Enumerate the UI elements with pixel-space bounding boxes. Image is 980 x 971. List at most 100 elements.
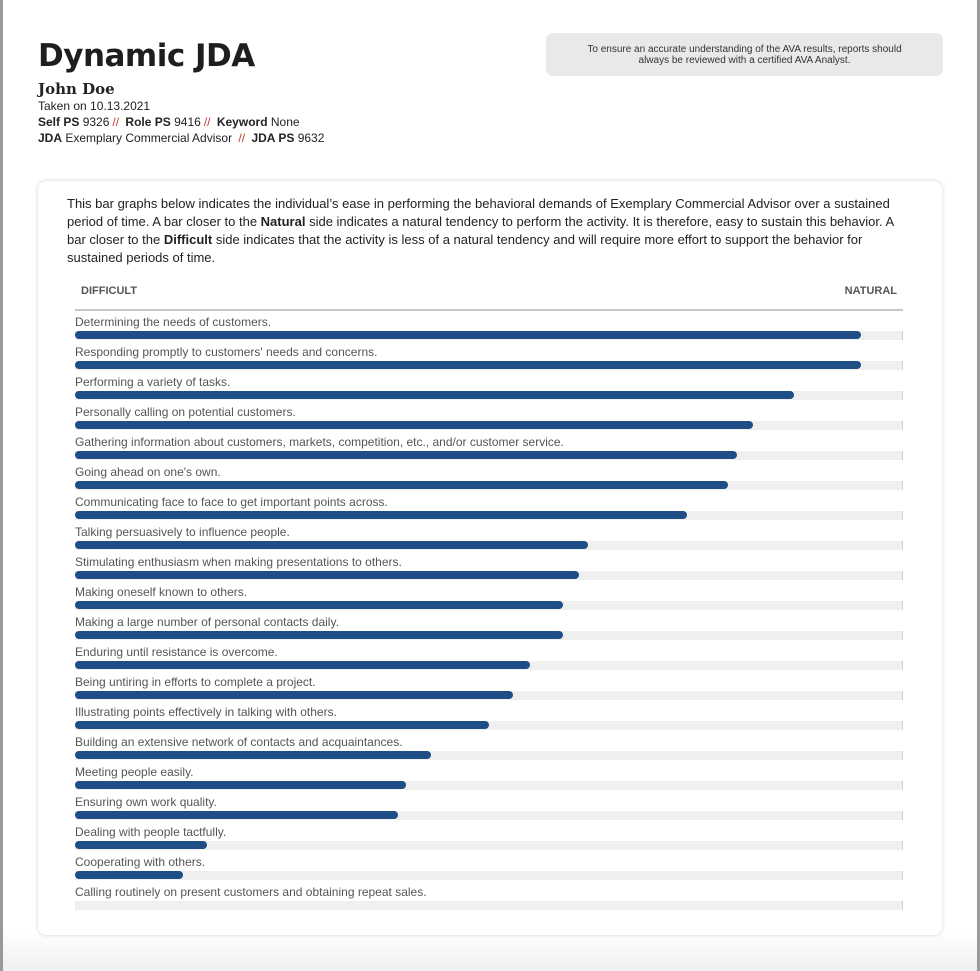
intro-text: This bar graphs below indicates the indi… — [67, 196, 890, 229]
intro-paragraph: This bar graphs below indicates the indi… — [67, 195, 912, 267]
bar-track — [75, 571, 903, 580]
chart-row: Making a large number of personal contac… — [75, 615, 903, 645]
bar-fill — [75, 481, 729, 489]
bar-fill — [75, 781, 406, 789]
chart-row: Enduring until resistance is overcome. — [75, 645, 903, 675]
bar-fill — [75, 811, 398, 819]
row-label: Being untiring in efforts to complete a … — [75, 675, 316, 689]
taken-on-date: Taken on 10.13.2021 — [38, 99, 151, 113]
bar-track — [75, 511, 903, 520]
bar-fill — [75, 841, 208, 849]
analyst-notice: To ensure an accurate understanding of t… — [546, 33, 943, 76]
bar-fill — [75, 751, 431, 759]
row-label: Gathering information about customers, m… — [75, 435, 564, 449]
bar-track — [75, 901, 903, 910]
bar-track — [75, 421, 903, 430]
chart-row: Ensuring own work quality. — [75, 795, 903, 825]
bar-track — [75, 691, 903, 700]
chart-row: Communicating face to face to get import… — [75, 495, 903, 525]
jda-ps-label: JDA PS — [251, 131, 295, 145]
bar-track — [75, 601, 903, 610]
bar-track — [75, 481, 903, 490]
role-ps-label: Role PS — [125, 115, 171, 129]
row-label: Enduring until resistance is overcome. — [75, 645, 278, 659]
separator: // — [112, 115, 120, 129]
bar-fill — [75, 631, 563, 639]
chart-row: Talking persuasively to influence people… — [75, 525, 903, 555]
bar-track — [75, 451, 903, 460]
notice-line-1: To ensure an accurate understanding of t… — [587, 44, 902, 55]
row-label: Dealing with people tactfully. — [75, 825, 227, 839]
row-label: Talking persuasively to influence people… — [75, 525, 290, 539]
bar-fill — [75, 601, 563, 609]
bar-chart: Determining the needs of customers. Respo… — [75, 315, 903, 915]
chart-row: Responding promptly to customers' needs … — [75, 345, 903, 375]
row-label: Performing a variety of tasks. — [75, 375, 231, 389]
row-label: Responding promptly to customers' needs … — [75, 345, 378, 359]
jda-label: JDA — [38, 131, 63, 145]
bar-track — [75, 781, 903, 790]
chart-row: Going ahead on one's own. — [75, 465, 903, 495]
jda-line: JDA Exemplary Commercial Advisor // JDA … — [38, 130, 324, 146]
row-label: Illustrating points effectively in talki… — [75, 705, 337, 719]
chart-row: Dealing with people tactfully. — [75, 825, 903, 855]
row-label: Making oneself known to others. — [75, 585, 248, 599]
chart-row: Building an extensive network of contact… — [75, 735, 903, 765]
bar-fill — [75, 721, 489, 729]
window-right-border — [977, 0, 980, 971]
bar-track — [75, 871, 903, 880]
jda-value: Exemplary Commercial Advisor — [65, 131, 233, 145]
chart-row: Performing a variety of tasks. — [75, 375, 903, 405]
ps-scores-line: Self PS 9326// Role PS 9416// Keyword No… — [38, 114, 324, 130]
chart-card: This bar graphs below indicates the indi… — [38, 181, 942, 935]
chart-row: Gathering information about customers, m… — [75, 435, 903, 465]
bar-track — [75, 811, 903, 820]
bar-track — [75, 661, 903, 670]
bar-fill — [75, 361, 861, 369]
window-left-border — [0, 0, 3, 971]
report-header: Dynamic JDA John Doe Taken on 10.13.2021… — [38, 36, 324, 146]
bar-fill — [75, 391, 795, 399]
keyword-value: None — [270, 115, 300, 129]
bar-track — [75, 721, 903, 730]
row-label: Building an extensive network of contact… — [75, 735, 403, 749]
intro-difficult-bold: Difficult — [163, 232, 213, 247]
bar-track — [75, 841, 903, 850]
difficult-label: DIFFICULT — [81, 285, 138, 297]
row-label: Meeting people easily. — [75, 765, 194, 779]
bar-track — [75, 331, 903, 340]
separator: // — [203, 115, 211, 129]
chart-row: Being untiring in efforts to complete a … — [75, 675, 903, 705]
bar-fill — [75, 511, 687, 519]
intro-natural-bold: Natural — [260, 214, 306, 229]
chart-row: Determining the needs of customers. — [75, 315, 903, 345]
bar-fill — [75, 541, 588, 549]
page-title: Dynamic JDA — [38, 38, 255, 74]
self-ps-value: 9326 — [82, 115, 110, 129]
bar-track — [75, 631, 903, 640]
row-label: Making a large number of personal contac… — [75, 615, 339, 629]
row-label: Cooperating with others. — [75, 855, 206, 869]
jda-ps-value: 9632 — [297, 131, 325, 145]
bar-fill — [75, 661, 530, 669]
page-bottom-shadow — [3, 931, 977, 971]
chart-row: Illustrating points effectively in talki… — [75, 705, 903, 735]
separator: // — [238, 131, 246, 145]
bar-track — [75, 361, 903, 370]
chart-row: Cooperating with others. — [75, 855, 903, 885]
bar-track — [75, 391, 903, 400]
row-label: Going ahead on one's own. — [75, 465, 221, 479]
row-label: Stimulating enthusiasm when making prese… — [75, 555, 402, 569]
row-label: Communicating face to face to get import… — [75, 495, 388, 509]
intro-text: side indicates a natural tendency to per… — [67, 214, 894, 247]
row-label: Personally calling on potential customer… — [75, 405, 296, 419]
bar-fill — [75, 421, 754, 429]
row-label: Calling routinely on present customers a… — [75, 885, 427, 899]
self-ps-label: Self PS — [38, 115, 80, 129]
chart-row: Calling routinely on present customers a… — [75, 885, 903, 915]
bar-track — [75, 751, 903, 760]
bar-fill — [75, 691, 514, 699]
chart-row: Meeting people easily. — [75, 765, 903, 795]
bar-fill — [75, 451, 737, 459]
bar-fill — [75, 331, 861, 339]
